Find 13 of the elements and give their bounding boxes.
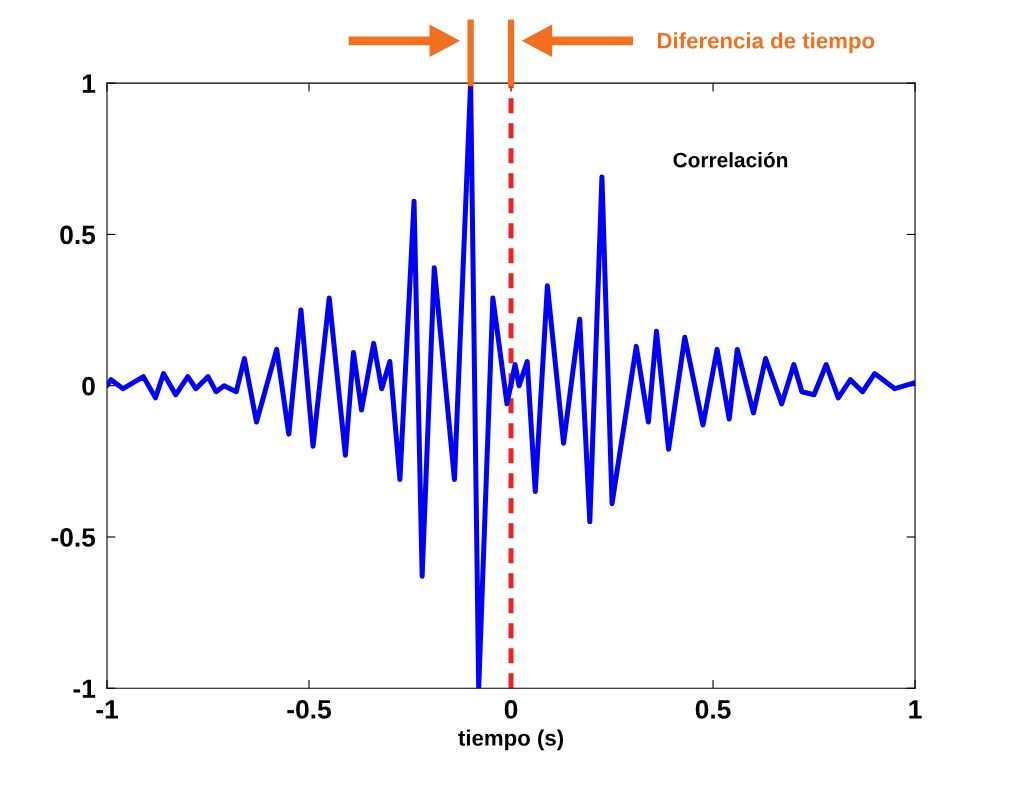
y-tick-label: 1 — [82, 74, 96, 93]
text: Diferencia de tiempo — [657, 32, 875, 53]
x-tick-label: -0.5 — [287, 700, 332, 719]
x-tick-label: 1 — [909, 700, 922, 719]
x-tick-label: 0.5 — [695, 700, 731, 719]
text: Correlación — [673, 151, 788, 168]
x-axis-title: tiempo (s) — [458, 729, 564, 751]
y-tick-label: -0.5 — [51, 528, 96, 547]
y-tick-label: -1 — [73, 679, 96, 698]
y-tick-label: 0 — [82, 376, 95, 396]
x-tick-label: -1 — [96, 700, 118, 719]
x-tick-label: 0 — [504, 700, 518, 719]
y-tick-label: 0.5 — [60, 225, 96, 245]
